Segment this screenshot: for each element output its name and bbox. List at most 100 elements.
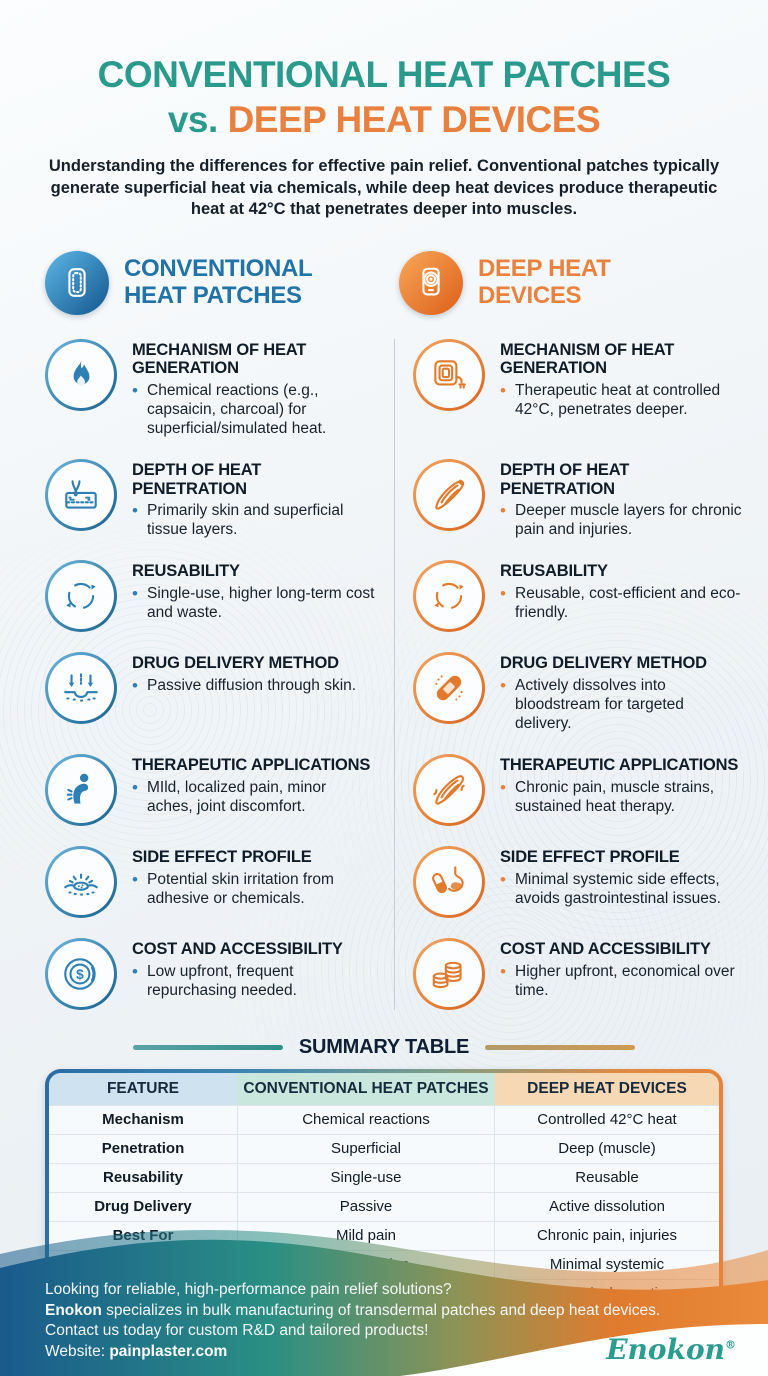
summary-title: SUMMARY TABLE xyxy=(298,1035,470,1058)
footer-line3: Contact us today for custom R&D and tail… xyxy=(45,1322,429,1339)
item-text: Chemical reactions (e.g., capsaicin, cha… xyxy=(132,381,375,439)
table-cell: Drug Delivery xyxy=(94,1198,192,1216)
item-title: MECHANISM OF HEAT GENERATION xyxy=(132,340,307,378)
table-cell: Penetration xyxy=(101,1140,185,1158)
table-cell: Reusable xyxy=(575,1169,639,1187)
dollar-coin-icon: $ xyxy=(45,937,117,1010)
table-cell: Mechanism xyxy=(102,1111,184,1129)
item-text: Actively dissolves into bloodstream for … xyxy=(500,676,743,734)
footer-line1: Looking for reliable, high-performance p… xyxy=(45,1281,452,1298)
item-title: REUSABILITY xyxy=(500,562,608,581)
list-item: MECHANISM OF HEAT GENERATION Therapeutic… xyxy=(413,338,743,439)
right-column-header: DEEP HEAT DEVICES xyxy=(399,250,723,315)
pill-stomach-icon xyxy=(413,845,485,918)
list-item: THERAPEUTIC APPLICATIONS Chronic pain, m… xyxy=(413,753,743,826)
list-item: $ COST AND ACCESSIBILITY Low upfront, fr… xyxy=(45,937,375,1010)
item-text: Chronic pain, muscle strains, sustained … xyxy=(500,778,743,817)
item-text: Passive diffusion through skin. xyxy=(132,676,356,697)
list-item: REUSABILITY Reusable, cost-efficient and… xyxy=(413,560,743,633)
table-header-feature: FEATURE xyxy=(49,1072,237,1105)
column-divider xyxy=(393,338,395,1010)
page-title: CONVENTIONAL HEAT PATCHES vs. DEEP HEAT … xyxy=(0,52,768,142)
title-vs: vs. xyxy=(167,99,218,141)
coin-stack-icon xyxy=(413,937,485,1010)
table-cell: Controlled 42°C heat xyxy=(537,1111,677,1129)
summary-title-row: SUMMARY TABLE xyxy=(0,1036,768,1059)
cycle-arrows-icon xyxy=(413,560,485,633)
registered-mark: ® xyxy=(725,1338,736,1352)
list-item: DEPTH OF HEAT PENETRATION Primarily skin… xyxy=(45,458,375,540)
item-title: COST AND ACCESSIBILITY xyxy=(500,939,711,958)
footer-line4: Website: painplaster.com xyxy=(45,1342,228,1360)
intro-text: Understanding the differences for effect… xyxy=(48,157,720,219)
item-title: THERAPEUTIC APPLICATIONS xyxy=(132,755,371,774)
table-cell: Chronic pain, injuries xyxy=(536,1227,678,1245)
muscle-icon xyxy=(413,753,485,826)
list-item: DRUG DELIVERY METHOD Passive diffusion t… xyxy=(45,652,375,734)
item-text: Single-use, higher long-term cost and wa… xyxy=(132,584,375,623)
item-title: MECHANISM OF HEAT GENERATION xyxy=(500,340,675,378)
patch-icon xyxy=(45,250,109,315)
list-item: THERAPEUTIC APPLICATIONS MIld, localized… xyxy=(45,753,375,826)
footer-text: Looking for reliable, high-performance p… xyxy=(45,1280,660,1362)
table-cell: Passive xyxy=(237,1192,495,1221)
website-link[interactable]: painplaster.com xyxy=(109,1342,228,1360)
footer-wave xyxy=(0,1229,768,1376)
list-item: MECHANISM OF HEAT GENERATION Chemical re… xyxy=(45,338,375,439)
table-row: Penetration Superficial Deep (muscle) xyxy=(49,1133,719,1163)
comparison-grid: MECHANISM OF HEAT GENERATION Chemical re… xyxy=(45,338,768,1010)
table-cell: Single-use xyxy=(237,1163,495,1192)
item-title: SIDE EFFECT PROFILE xyxy=(132,847,312,866)
item-title: SIDE EFFECT PROFILE xyxy=(500,847,680,866)
list-item: DRUG DELIVERY METHOD Actively dissolves … xyxy=(413,652,743,734)
column-headers: CONVENTIONAL HEAT PATCHES DEEP HEAT DEVI… xyxy=(45,250,723,315)
list-item: SIDE EFFECT PROFILE Potential skin irrit… xyxy=(45,845,375,918)
item-title: DRUG DELIVERY METHOD xyxy=(500,654,707,673)
enokon-logo: Enokon® xyxy=(606,1333,736,1366)
item-text: Low upfront, frequent repurchasing neede… xyxy=(132,962,375,1001)
table-cell: Minimal systemic xyxy=(549,1256,665,1274)
list-item: SIDE EFFECT PROFILE Minimal systemic sid… xyxy=(413,845,743,918)
table-header-deep: DEEP HEAT DEVICES xyxy=(495,1072,719,1105)
item-title: REUSABILITY xyxy=(132,562,240,581)
item-title: DRUG DELIVERY METHOD xyxy=(132,654,339,673)
flame-icon xyxy=(45,338,117,411)
table-cell: Active dissolution xyxy=(549,1198,665,1216)
table-row: Reusability Single-use Reusable xyxy=(49,1162,719,1192)
heating-pad-icon xyxy=(413,338,485,411)
svg-text:$: $ xyxy=(76,967,84,982)
footer-line2: Enokon specializes in bulk manufacturing… xyxy=(45,1301,661,1319)
table-header-conventional: CONVENTIONAL HEAT PATCHES xyxy=(237,1072,495,1105)
absorption-arrows-icon xyxy=(45,652,117,725)
item-text: Deeper muscle layers for chronic pain an… xyxy=(500,501,743,540)
skin-layers-icon xyxy=(45,458,117,531)
item-text: MIld, localized pain, minor aches, joint… xyxy=(132,778,375,817)
page-header: CONVENTIONAL HEAT PATCHES vs. DEEP HEAT … xyxy=(0,0,768,221)
list-item: COST AND ACCESSIBILITY Higher upfront, e… xyxy=(413,937,743,1010)
item-text: Reusable, cost-efficient and eco-friendl… xyxy=(500,584,743,623)
item-text: Higher upfront, economical over time. xyxy=(500,962,743,1001)
left-column-header: CONVENTIONAL HEAT PATCHES xyxy=(45,250,369,315)
table-cell: Superficial xyxy=(237,1134,495,1163)
title-line1: CONVENTIONAL HEAT PATCHES xyxy=(97,54,671,95)
muscle-icon xyxy=(413,458,485,531)
item-text: Potential skin irritation from adhesive … xyxy=(132,870,375,909)
device-icon xyxy=(399,250,463,315)
back-pain-icon xyxy=(45,753,117,826)
footer: Looking for reliable, high-performance p… xyxy=(0,1226,768,1376)
brand-name: Enokon xyxy=(45,1301,102,1319)
table-row: Best For Mild pain Chronic pain, injurie… xyxy=(49,1220,719,1250)
table-cell: Chemical reactions xyxy=(237,1105,495,1134)
list-item: REUSABILITY Single-use, higher long-term… xyxy=(45,560,375,633)
right-column-title: DEEP HEAT DEVICES xyxy=(478,254,611,309)
list-item: DEPTH OF HEAT PENETRATION Deeper muscle … xyxy=(413,458,743,540)
item-text: Primarily skin and superficial tissue la… xyxy=(132,501,375,540)
item-text: Therapeutic heat at controlled 42°C, pen… xyxy=(500,381,743,420)
summary-line-left xyxy=(132,1044,283,1050)
item-title: COST AND ACCESSIBILITY xyxy=(132,939,343,958)
bandage-icon xyxy=(413,652,485,725)
item-title: DEPTH OF HEAT PENETRATION xyxy=(500,460,630,498)
item-title: DEPTH OF HEAT PENETRATION xyxy=(132,460,262,498)
table-cell: Reusability xyxy=(102,1169,184,1187)
